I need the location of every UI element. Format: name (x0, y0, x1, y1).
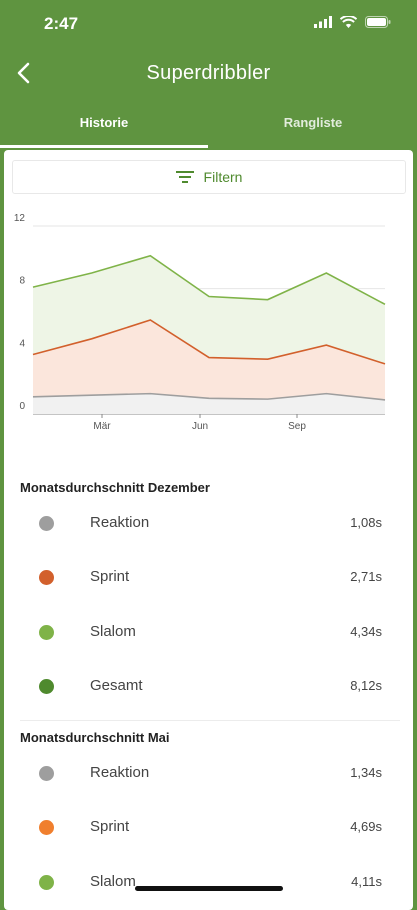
home-indicator (135, 886, 283, 891)
sprint-color-dot (39, 570, 54, 585)
list-item[interactable]: Gesamt 8,12s (4, 659, 413, 713)
row-value: 4,34s (350, 624, 382, 639)
filter-icon (176, 170, 194, 184)
tab-historie-label: Historie (80, 115, 128, 130)
row-value: 4,69s (350, 819, 382, 834)
reaktion-color-dot (39, 766, 54, 781)
list-item[interactable]: Slalom 4,34s (4, 605, 413, 659)
section-title-dezember: Monatsdurchschnitt Dezember (20, 480, 210, 495)
tab-historie[interactable]: Historie (0, 104, 208, 148)
row-label: Slalom (90, 873, 136, 890)
y-tick-label: 12 (14, 213, 26, 224)
list-item[interactable]: Reaktion 1,08s (4, 496, 413, 550)
battery-icon (365, 16, 391, 28)
section-divider (20, 720, 400, 721)
y-tick-label: 4 (19, 338, 25, 349)
row-label: Reaktion (90, 764, 149, 781)
row-value: 1,34s (350, 765, 382, 780)
tab-bar: Historie Rangliste (0, 104, 417, 148)
row-value: 1,08s (350, 515, 382, 530)
status-icons (314, 16, 391, 28)
filter-button[interactable]: Filtern (12, 160, 406, 194)
row-label: Reaktion (90, 514, 149, 531)
list-item[interactable]: Reaktion 1,34s (4, 746, 413, 800)
reaktion-color-dot (39, 516, 54, 531)
tab-rangliste[interactable]: Rangliste (209, 104, 417, 148)
row-value: 4,11s (351, 874, 382, 889)
signal-icon (314, 16, 332, 28)
row-label: Gesamt (90, 677, 143, 694)
wifi-icon (340, 16, 357, 28)
y-tick-label: 8 (19, 276, 25, 287)
row-label: Slalom (90, 623, 136, 640)
row-label: Sprint (90, 568, 129, 585)
list-item[interactable]: Sprint 2,71s (4, 550, 413, 604)
section-title-mai: Monatsdurchschnitt Mai (20, 730, 170, 745)
row-label: Sprint (90, 818, 129, 835)
gesamt-color-dot (39, 679, 54, 694)
history-chart: 0 4 8 12 Mär Jun Sep (4, 206, 413, 446)
slalom-color-dot (39, 625, 54, 640)
slalom-color-dot (39, 875, 54, 890)
tab-rangliste-label: Rangliste (284, 115, 343, 130)
x-tick-label: Mär (93, 421, 111, 432)
row-value: 2,71s (350, 569, 382, 584)
x-tick-label: Sep (288, 421, 306, 432)
row-value: 8,12s (350, 678, 382, 693)
list-item[interactable]: Sprint 4,69s (4, 800, 413, 854)
x-tick-label: Jun (192, 421, 208, 432)
sprint-color-dot (39, 820, 54, 835)
filter-label: Filtern (204, 169, 243, 185)
y-tick-label: 0 (19, 401, 25, 412)
status-time: 2:47 (44, 14, 78, 34)
tab-active-indicator (0, 145, 208, 148)
page-title: Superdribbler (0, 62, 417, 85)
status-bar: 2:47 (0, 0, 417, 46)
nav-bar: Superdribbler (0, 46, 417, 102)
list-item[interactable]: Slalom 4,11s (4, 855, 413, 909)
content-card: Filtern 0 4 8 12 Mär Jun Sep Monatsdurchschni… (4, 150, 413, 910)
